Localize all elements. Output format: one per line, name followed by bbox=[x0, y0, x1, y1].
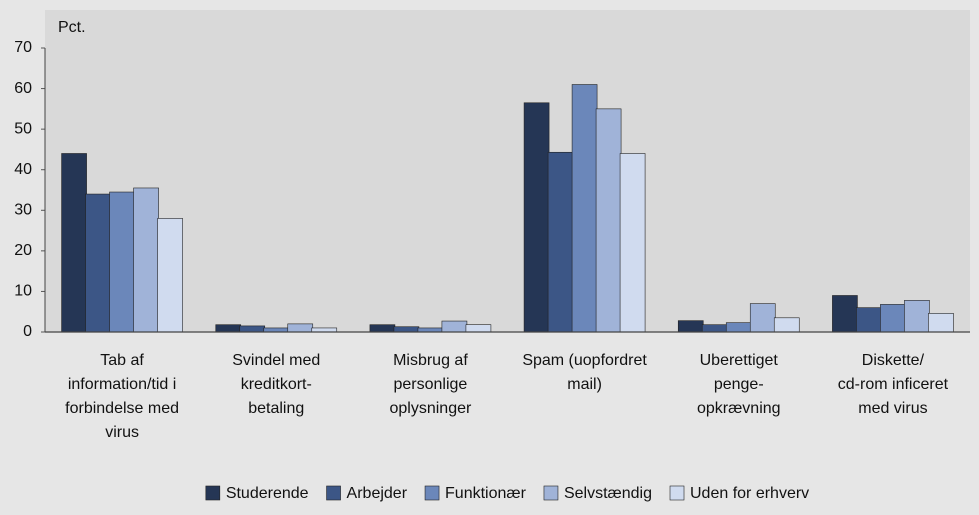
bar bbox=[393, 326, 420, 333]
x-tick-label: opkrævning bbox=[697, 400, 781, 417]
legend-label: Arbejder bbox=[347, 485, 408, 502]
x-tick-label: Uberettiget bbox=[700, 352, 779, 369]
bar bbox=[619, 153, 646, 333]
bar bbox=[832, 295, 858, 333]
x-tick-label: Diskette/ bbox=[862, 352, 925, 369]
y-tick-label: 60 bbox=[14, 80, 32, 97]
bar bbox=[523, 102, 550, 333]
y-tick-label: 20 bbox=[14, 242, 32, 259]
bar bbox=[85, 193, 111, 333]
x-tick-label: virus bbox=[105, 424, 139, 441]
legend-swatch bbox=[424, 485, 440, 501]
bar bbox=[856, 307, 882, 333]
x-tick-label: forbindelse med bbox=[65, 400, 179, 417]
x-tick-label: betaling bbox=[248, 400, 304, 417]
bar bbox=[595, 108, 622, 333]
x-tick-label: personlige bbox=[394, 376, 468, 393]
x-tick-label: mail) bbox=[567, 376, 602, 393]
legend-swatch bbox=[543, 485, 559, 501]
y-tick-label: 50 bbox=[14, 120, 32, 137]
bar bbox=[239, 325, 266, 333]
x-tick-label: med virus bbox=[858, 400, 927, 417]
bar bbox=[904, 300, 930, 333]
legend-label: Funktionær bbox=[445, 485, 527, 502]
y-tick-label: 40 bbox=[14, 161, 32, 178]
bar bbox=[928, 313, 954, 333]
bar bbox=[157, 218, 183, 333]
y-tick-label: 0 bbox=[23, 323, 32, 340]
bar bbox=[749, 303, 776, 333]
legend-swatch bbox=[326, 485, 341, 501]
bar bbox=[465, 324, 492, 333]
legend-label: Uden for erhverv bbox=[690, 485, 809, 502]
bar bbox=[215, 324, 242, 333]
y-tick-label: 10 bbox=[14, 283, 32, 300]
x-tick-label: penge- bbox=[714, 376, 764, 393]
bar bbox=[725, 322, 752, 333]
bar bbox=[417, 327, 444, 333]
x-tick-label: information/tid i bbox=[68, 376, 177, 393]
bar bbox=[311, 327, 338, 333]
bar bbox=[61, 153, 87, 333]
bar bbox=[701, 324, 728, 333]
x-tick-label: cd-rom inficeret bbox=[838, 376, 949, 393]
x-tick-label: Misbrug af bbox=[393, 352, 468, 369]
legend-label: Selvstændig bbox=[564, 485, 652, 502]
bar bbox=[369, 324, 396, 333]
bar bbox=[109, 191, 135, 333]
x-tick-label: Tab af bbox=[100, 352, 144, 369]
y-tick-label: 70 bbox=[14, 39, 32, 56]
x-tick-label: kreditkort- bbox=[241, 376, 312, 393]
bar bbox=[880, 304, 906, 333]
legend-label: Studerende bbox=[226, 485, 309, 502]
x-tick-label: Svindel med bbox=[232, 352, 320, 369]
bar bbox=[547, 151, 574, 333]
bar bbox=[133, 187, 159, 333]
bar bbox=[287, 323, 314, 333]
legend-swatch bbox=[205, 485, 221, 501]
x-tick-label: oplysninger bbox=[390, 400, 473, 417]
bar bbox=[441, 320, 468, 333]
plot-area bbox=[45, 10, 970, 332]
bar bbox=[773, 317, 800, 333]
legend-swatch bbox=[669, 485, 685, 501]
bar bbox=[571, 84, 598, 333]
x-tick-label: Spam (uopfordret bbox=[522, 352, 647, 369]
y-tick-label: 30 bbox=[14, 202, 32, 219]
y-axis-label: Pct. bbox=[58, 19, 86, 36]
bar bbox=[263, 327, 290, 333]
bar bbox=[677, 320, 704, 333]
